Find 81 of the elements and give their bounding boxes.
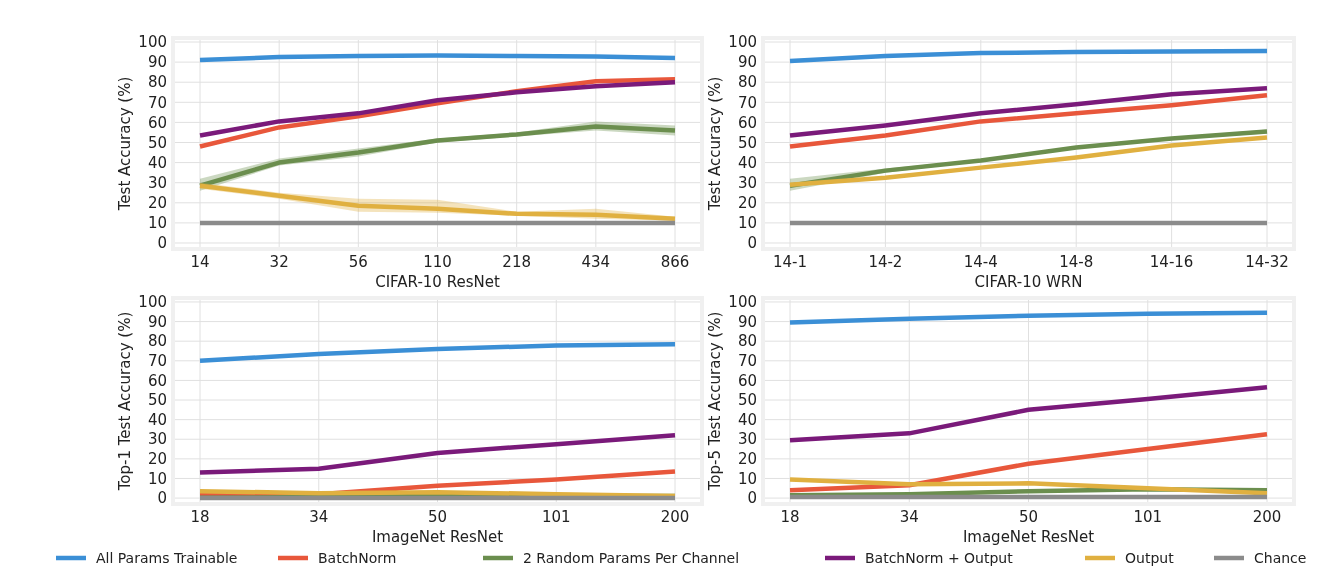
- y-tick-label: 30: [737, 430, 757, 449]
- x-tick-label: 101: [541, 508, 571, 526]
- x-tick-label: 14-2: [868, 253, 903, 271]
- y-tick-label: 70: [147, 352, 167, 371]
- x-axis-title: CIFAR-10 ResNet: [375, 273, 500, 291]
- y-axis-title: Top-1 Test Accuracy (%): [116, 311, 134, 492]
- y-axis-title: Top-5 Test Accuracy (%): [706, 311, 724, 492]
- x-tick-label: 14-16: [1149, 253, 1194, 271]
- y-tick-label: 20: [147, 450, 167, 469]
- y-tick-label: 30: [737, 173, 757, 192]
- x-tick-label: 32: [269, 253, 289, 271]
- y-tick-label: 10: [737, 469, 757, 488]
- x-tick-label: 50: [1018, 508, 1039, 526]
- y-tick-label: 20: [737, 450, 757, 469]
- y-tick-label: 80: [147, 332, 167, 351]
- y-axis-title: Test Accuracy (%): [706, 76, 724, 212]
- y-tick-label: 100: [728, 33, 757, 52]
- y-tick-label: 40: [147, 153, 167, 172]
- x-tick-label: 14-4: [963, 253, 998, 271]
- y-tick-label: 80: [737, 332, 757, 351]
- y-tick-label: 60: [737, 371, 757, 390]
- y-tick-label: 0: [157, 489, 167, 508]
- y-tick-label: 100: [728, 293, 757, 312]
- y-tick-label: 70: [147, 93, 167, 112]
- y-tick-label: 50: [737, 133, 757, 152]
- x-tick-label: 110: [423, 253, 452, 271]
- x-tick-label: 34: [309, 508, 329, 526]
- x-axis-title: ImageNet ResNet: [371, 528, 504, 546]
- y-tick-label: 70: [737, 93, 757, 112]
- legend-label: 2 Random Params Per Channel: [523, 549, 740, 566]
- y-tick-label: 80: [147, 73, 167, 92]
- y-tick-label: 90: [147, 53, 167, 72]
- y-tick-label: 20: [737, 194, 757, 213]
- y-tick-label: 90: [737, 312, 757, 331]
- x-tick-label: 434: [581, 253, 611, 271]
- x-tick-label: 56: [348, 253, 368, 271]
- y-tick-label: 0: [747, 489, 757, 508]
- legend-label: All Params Trainable: [96, 549, 238, 566]
- x-axis-title: ImageNet ResNet: [962, 528, 1095, 546]
- x-tick-label: 200: [1252, 508, 1282, 526]
- y-tick-label: 40: [737, 153, 757, 172]
- legend-label: Output: [1125, 549, 1175, 566]
- x-tick-label: 200: [660, 508, 690, 526]
- x-tick-label: 14-8: [1059, 253, 1094, 271]
- y-axis-title: Test Accuracy (%): [116, 76, 134, 212]
- y-tick-label: 50: [147, 391, 167, 410]
- x-tick-label: 14-32: [1245, 253, 1289, 271]
- x-tick-label: 101: [1133, 508, 1163, 526]
- y-tick-label: 0: [747, 234, 757, 253]
- y-tick-label: 90: [147, 312, 167, 331]
- y-tick-label: 40: [147, 410, 167, 429]
- y-tick-label: 10: [737, 214, 757, 233]
- x-tick-label: 34: [899, 508, 919, 526]
- legend-label: BatchNorm + Output: [865, 549, 1014, 566]
- x-tick-label: 18: [190, 508, 210, 526]
- x-axis-title: CIFAR-10 WRN: [974, 273, 1083, 291]
- y-tick-label: 80: [737, 73, 757, 92]
- y-tick-label: 20: [147, 194, 167, 213]
- y-tick-label: 10: [147, 469, 167, 488]
- y-tick-label: 60: [737, 113, 757, 132]
- x-tick-label: 50: [427, 508, 448, 526]
- legend-label: BatchNorm: [318, 549, 397, 566]
- x-tick-label: 14-1: [772, 253, 808, 271]
- x-tick-label: 218: [502, 253, 531, 271]
- y-tick-label: 0: [157, 234, 167, 253]
- y-tick-label: 90: [737, 53, 757, 72]
- y-tick-label: 60: [147, 371, 167, 390]
- legend-label: Chance: [1254, 549, 1307, 566]
- y-tick-label: 50: [737, 391, 757, 410]
- x-tick-label: 14: [190, 253, 210, 271]
- y-tick-label: 100: [138, 293, 167, 312]
- y-tick-label: 30: [147, 430, 167, 449]
- x-tick-label: 18: [780, 508, 800, 526]
- y-tick-label: 70: [737, 352, 757, 371]
- y-tick-label: 50: [147, 133, 167, 152]
- y-tick-label: 100: [138, 33, 167, 52]
- y-tick-label: 40: [737, 410, 757, 429]
- y-tick-label: 10: [147, 214, 167, 233]
- y-tick-label: 30: [147, 173, 167, 192]
- x-tick-label: 866: [660, 253, 690, 271]
- y-tick-label: 60: [147, 113, 167, 132]
